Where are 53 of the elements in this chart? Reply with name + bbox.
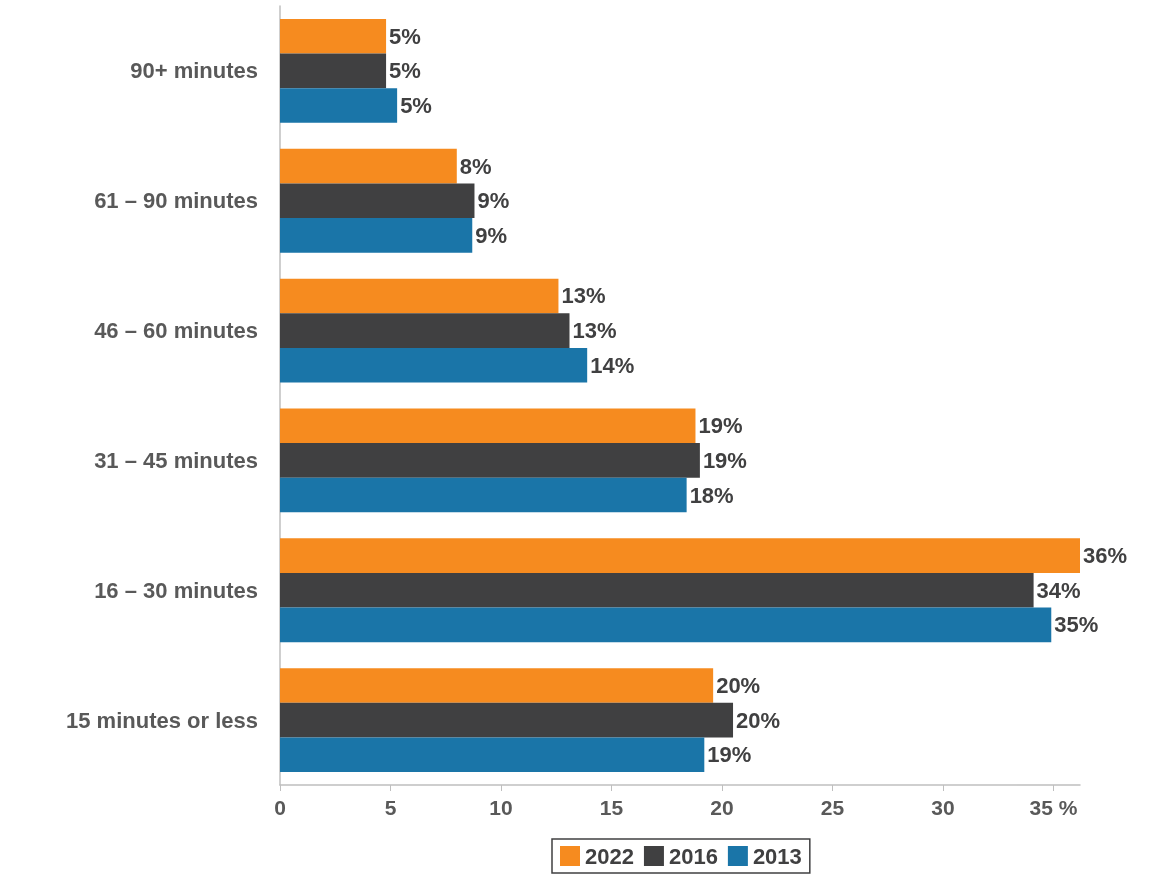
data-label: 35%	[1054, 612, 1099, 638]
data-label: 19%	[702, 447, 747, 473]
y-tick-label: 90+ minutes	[130, 58, 258, 84]
bar	[280, 53, 387, 89]
data-label: 18%	[689, 482, 734, 508]
data-label: 34%	[1036, 577, 1081, 603]
data-label: 36%	[1083, 543, 1128, 569]
x-tick-label: 35 %	[1029, 796, 1078, 819]
data-label: 14%	[590, 352, 635, 378]
bar	[280, 443, 700, 478]
bar	[280, 148, 457, 184]
bar	[280, 668, 714, 703]
x-tick-label: 15	[599, 796, 624, 819]
data-label: 5%	[389, 58, 421, 84]
data-label: 13%	[561, 283, 606, 309]
bar	[280, 702, 734, 738]
data-label: 20%	[716, 672, 761, 698]
x-tick-label: 0	[274, 796, 286, 819]
bar	[280, 607, 1052, 643]
legend-label: 2013	[752, 843, 802, 869]
bar	[280, 278, 559, 314]
bar	[280, 218, 473, 253]
x-tick-label: 30	[931, 796, 955, 819]
bar	[280, 183, 475, 219]
x-tick-label: 5	[384, 796, 397, 819]
data-label: 5%	[400, 93, 432, 119]
data-label: 5%	[389, 23, 421, 49]
data-label: 19%	[707, 742, 752, 768]
bar	[280, 572, 1034, 608]
data-label: 20%	[736, 707, 781, 733]
y-tick-label: 31 – 45 minutes	[94, 447, 258, 473]
legend-label: 2022	[585, 843, 634, 869]
y-tick-label: 15 minutes or less	[66, 707, 258, 733]
x-tick-label: 10	[489, 796, 513, 819]
y-tick-label: 61 – 90 minutes	[94, 188, 258, 214]
y-tick-label: 16 – 30 minutes	[94, 577, 258, 603]
bar	[280, 477, 687, 513]
data-label: 19%	[698, 413, 743, 439]
data-label: 9%	[475, 222, 508, 248]
bar	[280, 88, 398, 123]
legend-label: 2016	[668, 843, 718, 869]
data-label: 13%	[572, 318, 617, 344]
bar	[280, 313, 570, 348]
bar	[280, 18, 387, 54]
data-label: 9%	[477, 188, 510, 214]
x-tick-label: 20	[710, 796, 734, 819]
data-label: 8%	[459, 153, 492, 179]
y-tick-label: 46 – 60 minutes	[94, 318, 258, 344]
bar	[280, 538, 1080, 573]
bar	[280, 347, 588, 383]
x-tick-label: 25	[820, 796, 845, 819]
bar	[280, 737, 705, 773]
bar	[280, 408, 696, 444]
